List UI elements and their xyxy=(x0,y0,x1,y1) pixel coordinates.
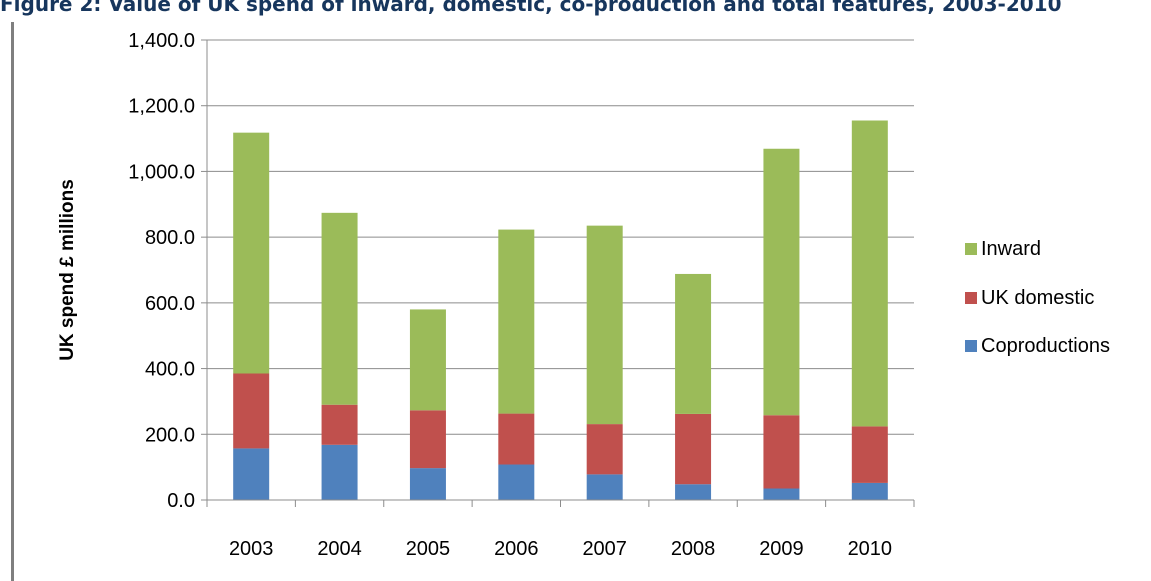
bar-inward-2007 xyxy=(586,225,623,425)
legend-label: Inward xyxy=(981,238,1041,260)
bar-inward-2004 xyxy=(321,212,358,405)
axes xyxy=(206,40,915,507)
bar-uk-domestic-2007 xyxy=(586,424,623,475)
y-tick-label: 400.0 xyxy=(145,359,195,381)
bar-inward-2009 xyxy=(763,148,800,416)
bar-coproductions-2010 xyxy=(851,482,888,500)
bar-coproductions-2003 xyxy=(233,448,270,500)
bar-coproductions-2007 xyxy=(586,474,623,500)
bar-inward-2008 xyxy=(675,273,712,414)
bar-uk-domestic-2003 xyxy=(233,373,270,449)
x-tick-label: 2003 xyxy=(229,538,274,560)
y-tick-label: 800.0 xyxy=(145,227,195,249)
y-tick-label: 1,200.0 xyxy=(128,96,195,118)
legend-label: Coproductions xyxy=(981,335,1110,357)
bar-coproductions-2004 xyxy=(321,444,358,500)
bar-inward-2003 xyxy=(233,132,270,374)
legend-label: UK domestic xyxy=(981,287,1094,309)
y-tick-label: 1,400.0 xyxy=(128,30,195,52)
bar-uk-domestic-2009 xyxy=(763,415,800,489)
bar-coproductions-2008 xyxy=(675,484,712,500)
legend-swatch xyxy=(965,340,977,352)
gridlines xyxy=(201,39,914,501)
x-tick-label: 2007 xyxy=(582,538,627,560)
bar-inward-2006 xyxy=(498,229,535,414)
bar-uk-domestic-2010 xyxy=(851,426,888,483)
x-tick-label: 2004 xyxy=(317,538,362,560)
y-axis-label: UK spend £ millions xyxy=(57,179,78,361)
y-tick-label: 0.0 xyxy=(167,490,195,512)
chart-title: Figure 2: Value of UK spend of inward, d… xyxy=(0,0,1062,16)
bar-uk-domestic-2005 xyxy=(409,410,446,469)
bar-inward-2005 xyxy=(409,309,446,411)
x-tick-label: 2009 xyxy=(759,538,804,560)
bar-uk-domestic-2004 xyxy=(321,404,358,445)
legend-swatch xyxy=(965,292,977,304)
x-tick-label: 2005 xyxy=(406,538,451,560)
bar-uk-domestic-2008 xyxy=(675,413,712,485)
bar-coproductions-2006 xyxy=(498,464,535,500)
y-tick-label: 1,000.0 xyxy=(128,161,195,183)
x-tick-label: 2006 xyxy=(494,538,539,560)
y-tick-labels: 0.0 200.0 400.0 600.0 800.0 1,000.0 1,200.0 1,4… xyxy=(128,30,195,512)
x-tick-label: 2008 xyxy=(671,538,716,560)
legend: Inward UK domestic Coproductions xyxy=(965,238,1110,357)
bars xyxy=(233,120,888,500)
y-tick-label: 200.0 xyxy=(145,424,195,446)
bar-coproductions-2009 xyxy=(763,488,800,500)
x-tick-label: 2010 xyxy=(848,538,893,560)
bar-inward-2010 xyxy=(851,120,888,427)
y-tick-label: 600.0 xyxy=(145,293,195,315)
bar-uk-domestic-2006 xyxy=(498,413,535,465)
bar-coproductions-2005 xyxy=(409,468,446,500)
x-tick-labels: 2003 2004 2005 2006 2007 2008 2009 2010 xyxy=(229,538,892,560)
chart-frame-edge xyxy=(11,22,14,581)
legend-swatch xyxy=(965,243,977,255)
